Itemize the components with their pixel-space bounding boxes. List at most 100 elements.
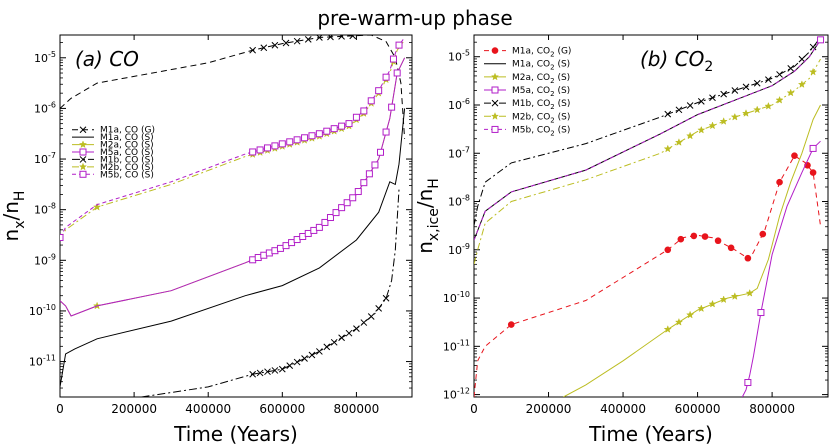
series-line (563, 104, 821, 397)
x-marker (249, 370, 257, 378)
square-marker (256, 146, 264, 154)
legend-entry: M5a, CO2 (S) (512, 86, 570, 98)
x-marker (349, 35, 357, 40)
square-marker (809, 144, 817, 152)
x-tick-label: 400000 (185, 402, 231, 416)
square-marker (315, 223, 323, 231)
square-marker (343, 199, 351, 207)
panel-label: (b) CO2 (640, 47, 713, 75)
x-marker (809, 43, 817, 51)
series-layer (60, 35, 406, 397)
x-marker (260, 44, 268, 52)
dot-marker (776, 178, 783, 186)
x-marker (731, 87, 739, 94)
square-marker (326, 214, 334, 222)
x-marker (686, 102, 694, 109)
square-marker (389, 55, 397, 63)
x-marker (664, 110, 672, 118)
legend-entry: M1a, CO (G) (100, 126, 155, 136)
plot-frame (59, 34, 413, 398)
x-marker (286, 362, 294, 369)
y-tick-label: 10-8 (34, 202, 56, 217)
x-tick-label: 400000 (600, 402, 646, 416)
y-axis-label: nx,ice/nH (413, 178, 442, 254)
x-marker (249, 46, 257, 54)
figure-title: pre-warm-up phase (317, 6, 512, 30)
square-marker (491, 125, 499, 133)
legend-entry: M5b, CO (S) (100, 170, 154, 180)
star-marker (719, 295, 728, 304)
square-marker (382, 128, 390, 136)
legend-entry: M2a, CO (S) (100, 141, 154, 151)
x-marker (79, 156, 87, 163)
series-line (474, 154, 821, 397)
x-tick-label: 0 (56, 402, 64, 416)
star-marker (730, 112, 739, 121)
square-marker (360, 107, 368, 115)
dot-marker (744, 254, 752, 262)
series-line (141, 189, 400, 397)
x-marker (787, 65, 795, 72)
square-marker (315, 130, 323, 138)
square-marker (301, 134, 309, 142)
star-marker (490, 72, 500, 81)
dot-marker (714, 237, 722, 245)
star-marker (78, 162, 88, 171)
square-marker (382, 73, 390, 81)
square-marker (338, 204, 346, 212)
square-marker (371, 161, 379, 169)
dot-marker (809, 169, 817, 176)
square-marker (271, 142, 279, 150)
square-marker (365, 170, 373, 178)
x-marker (720, 90, 728, 98)
star-marker (674, 317, 684, 326)
y-tick-label: 10-9 (34, 252, 56, 267)
y-tick-label: 10-5 (34, 50, 56, 65)
x-tick-label: 200000 (526, 402, 572, 416)
legend-entry: M2a, CO2 (S) (512, 73, 570, 85)
x-marker (330, 338, 338, 346)
dot-marker (690, 232, 698, 240)
star-marker (708, 299, 717, 308)
dot-marker (664, 246, 672, 254)
x-marker (360, 319, 368, 326)
star-marker (663, 325, 672, 333)
square-marker (338, 122, 346, 130)
legend-entry: M1a, CO2 (G) (512, 47, 571, 59)
x-marker (316, 35, 323, 41)
square-marker (360, 179, 368, 187)
square-marker (330, 125, 338, 133)
x-marker (382, 294, 390, 302)
legend-entry: M1a, CO2 (S) (512, 60, 570, 72)
square-marker (388, 103, 396, 111)
x-marker (353, 325, 360, 333)
x-marker (375, 305, 383, 312)
x-marker (264, 368, 271, 376)
square-marker (491, 86, 499, 94)
x-marker (278, 365, 286, 373)
series-line (60, 57, 406, 317)
x-marker (316, 348, 323, 355)
y-tick-label: 10-6 (448, 97, 470, 112)
series-layer (474, 36, 825, 397)
square-marker (817, 36, 825, 44)
star-marker (775, 95, 784, 104)
legend-entry: M1b, CO2 (S) (512, 99, 570, 111)
square-marker (367, 97, 375, 105)
x-marker (282, 39, 290, 47)
y-tick-label: 10-10 (29, 303, 56, 318)
square-marker (395, 41, 403, 49)
legend-entry: M1a, CO (S) (100, 133, 154, 143)
y-tick-label: 10-7 (34, 151, 56, 166)
square-marker (375, 87, 383, 95)
star-marker (78, 140, 88, 149)
square-marker (354, 188, 362, 196)
star-marker (719, 117, 728, 125)
y-tick-label: 10-6 (34, 100, 56, 115)
star-marker (697, 304, 706, 313)
series-line (60, 108, 406, 387)
y-tick-label: 10-10 (443, 290, 470, 305)
dot-marker (791, 152, 798, 159)
y-tick-label: 10-7 (448, 145, 470, 160)
